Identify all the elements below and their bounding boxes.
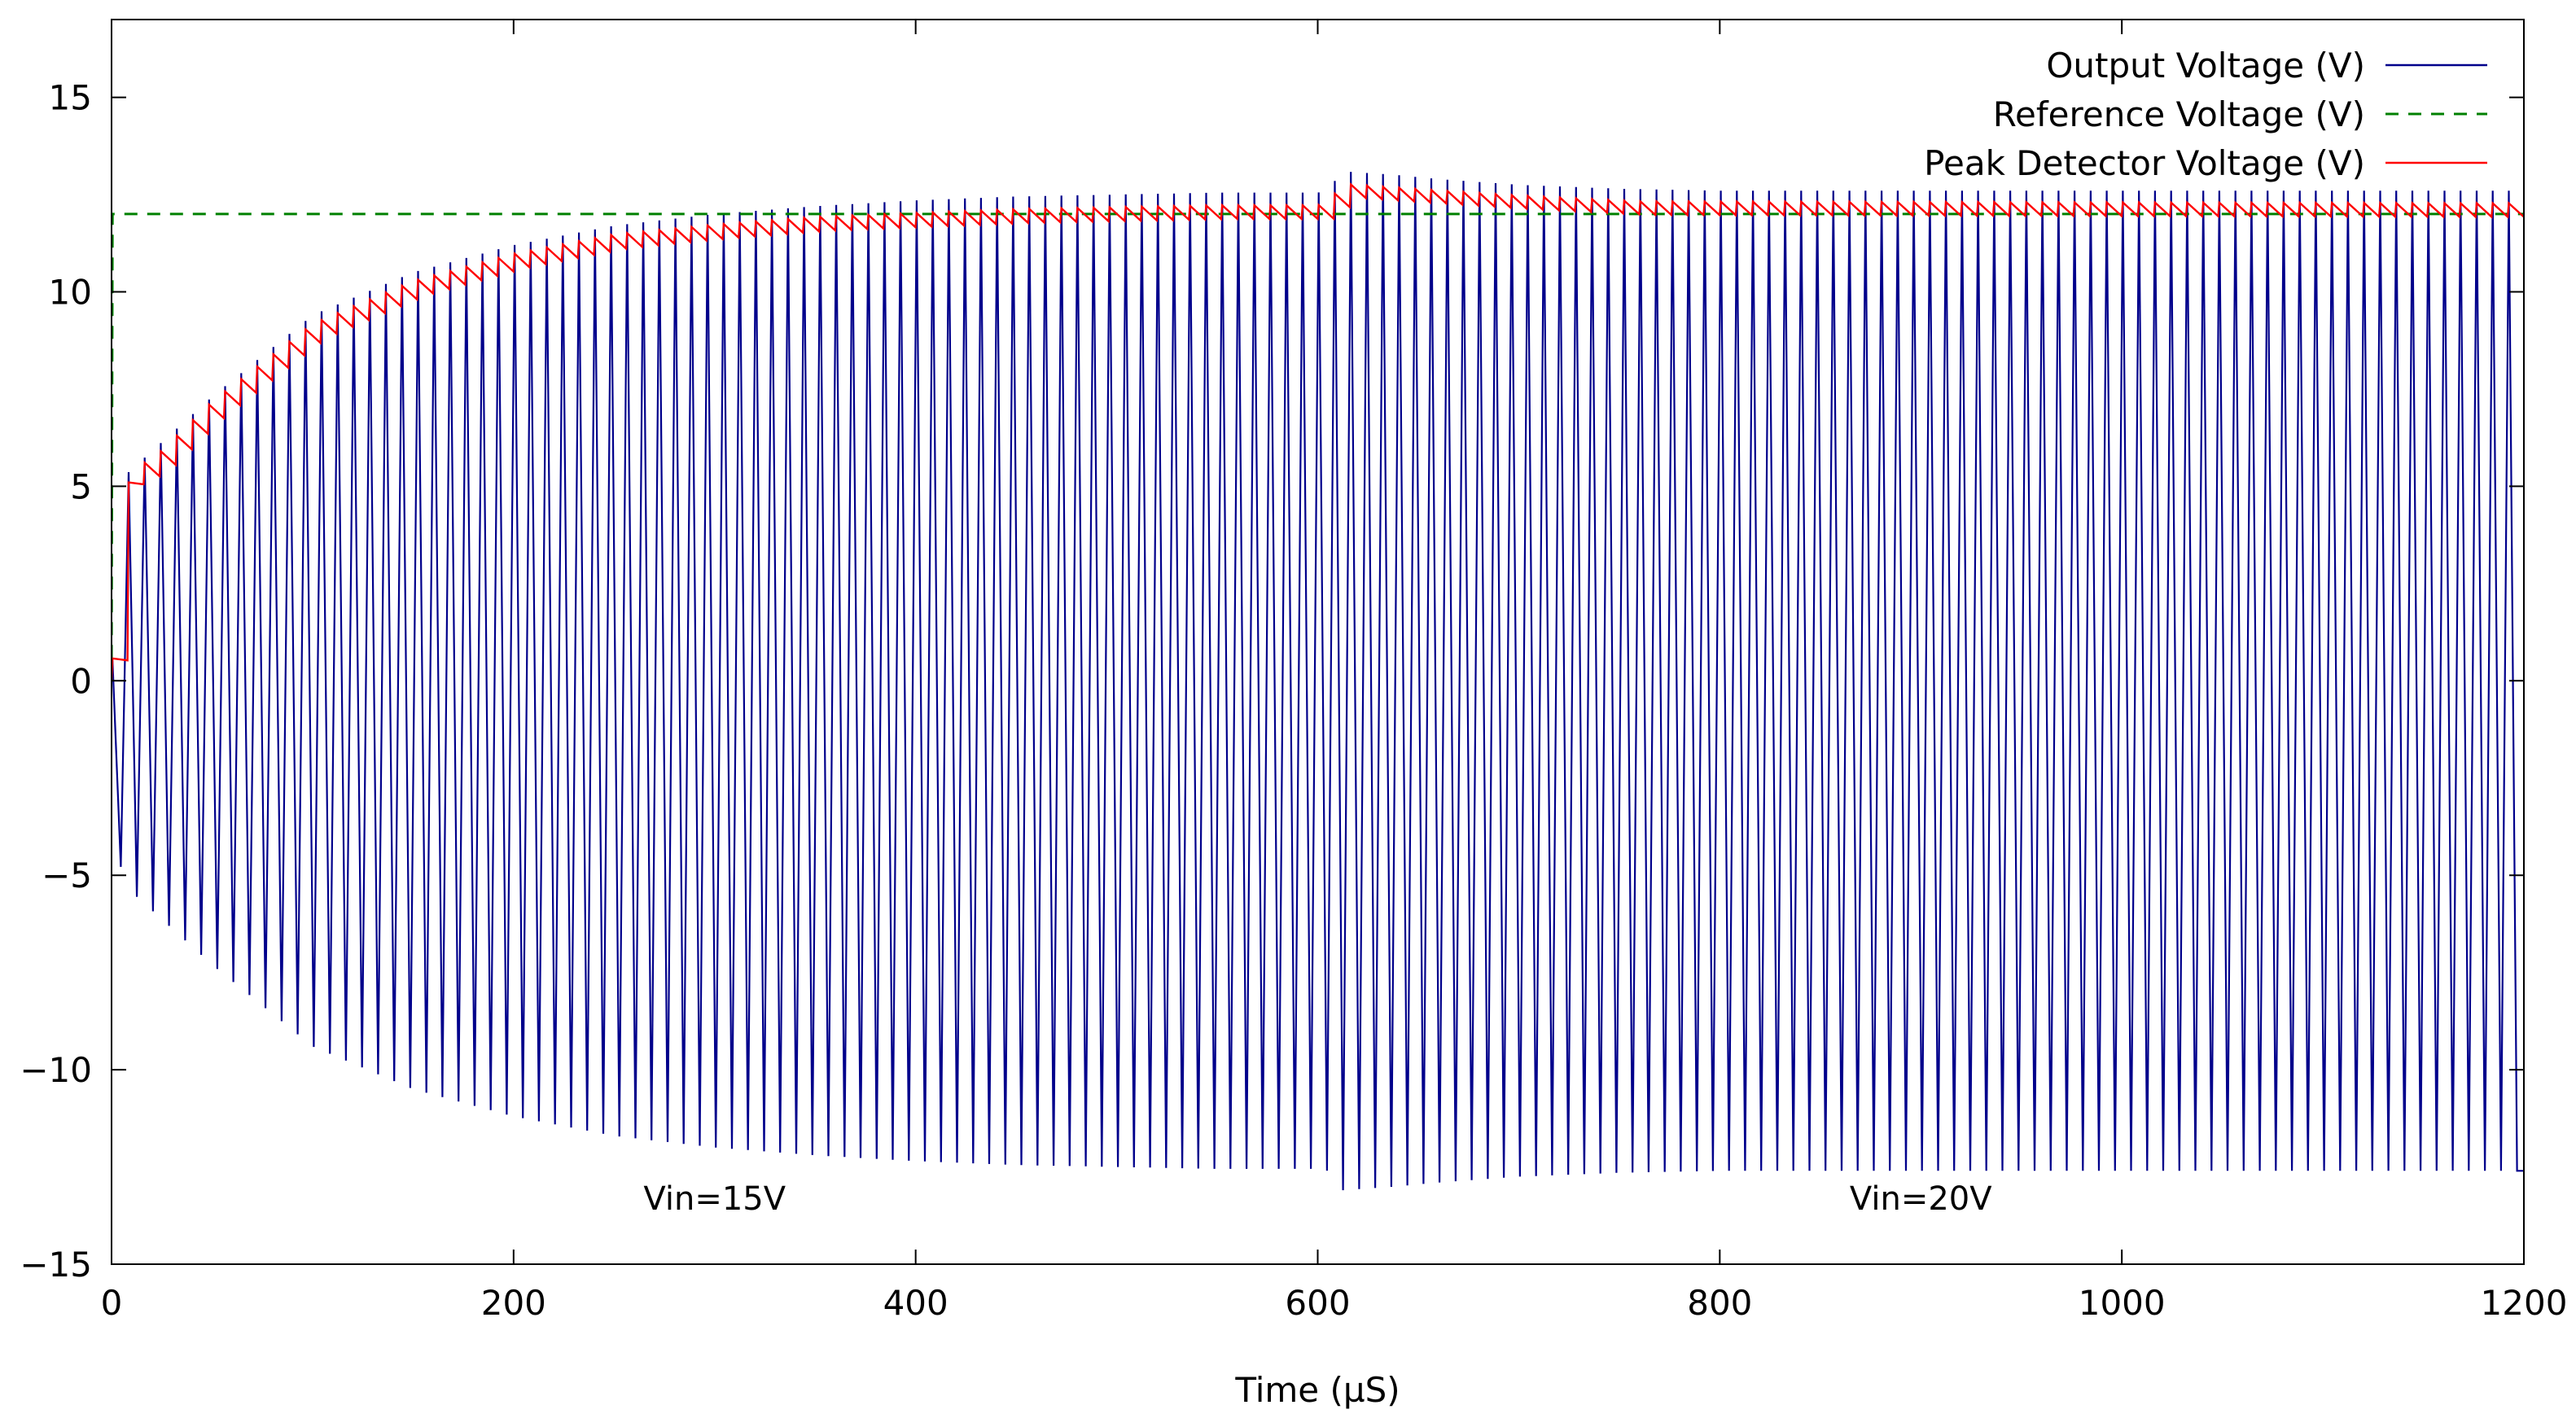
- annotations-layer: Vin=15V Vin=20V: [643, 1180, 1992, 1218]
- legend-label: Output Voltage (V): [2046, 46, 2365, 85]
- series-line-peak-detector-voltage: [112, 182, 2524, 681]
- legend-label: Peak Detector Voltage (V): [1924, 143, 2365, 183]
- x-tick-label: 200: [481, 1283, 546, 1323]
- series-layer: [112, 172, 2524, 1191]
- y-tick-label: 10: [49, 272, 92, 312]
- series-line-output-voltage: [112, 172, 2524, 1191]
- annotation-label: Vin=15V: [643, 1180, 786, 1218]
- y-tick-label: −15: [20, 1245, 92, 1285]
- y-tick-label: −5: [42, 856, 92, 895]
- y-tick-label: 5: [70, 466, 92, 506]
- y-tick-label: 0: [70, 661, 92, 701]
- x-axis-label: Time (µS): [1234, 1370, 1400, 1410]
- x-tick-label: 1200: [2481, 1283, 2568, 1323]
- y-tick-label: 15: [49, 78, 92, 118]
- series-line-reference-voltage: [112, 212, 2524, 681]
- x-tick-label: 0: [101, 1283, 123, 1323]
- x-tick-label: 400: [883, 1283, 948, 1323]
- legend-label: Reference Voltage (V): [1993, 94, 2365, 134]
- x-tick-label: 1000: [2079, 1283, 2166, 1323]
- x-tick-label: 800: [1687, 1283, 1752, 1323]
- legend: Output Voltage (V) Reference Voltage (V) P…: [1924, 46, 2487, 183]
- annotation-label: Vin=20V: [1850, 1180, 1992, 1218]
- ticks-layer: 0 200 400 600 800 1000 1200 −15 −10 −5 0 5 10 15: [20, 20, 2567, 1323]
- x-tick-label: 600: [1285, 1283, 1350, 1323]
- y-tick-label: −10: [20, 1050, 92, 1090]
